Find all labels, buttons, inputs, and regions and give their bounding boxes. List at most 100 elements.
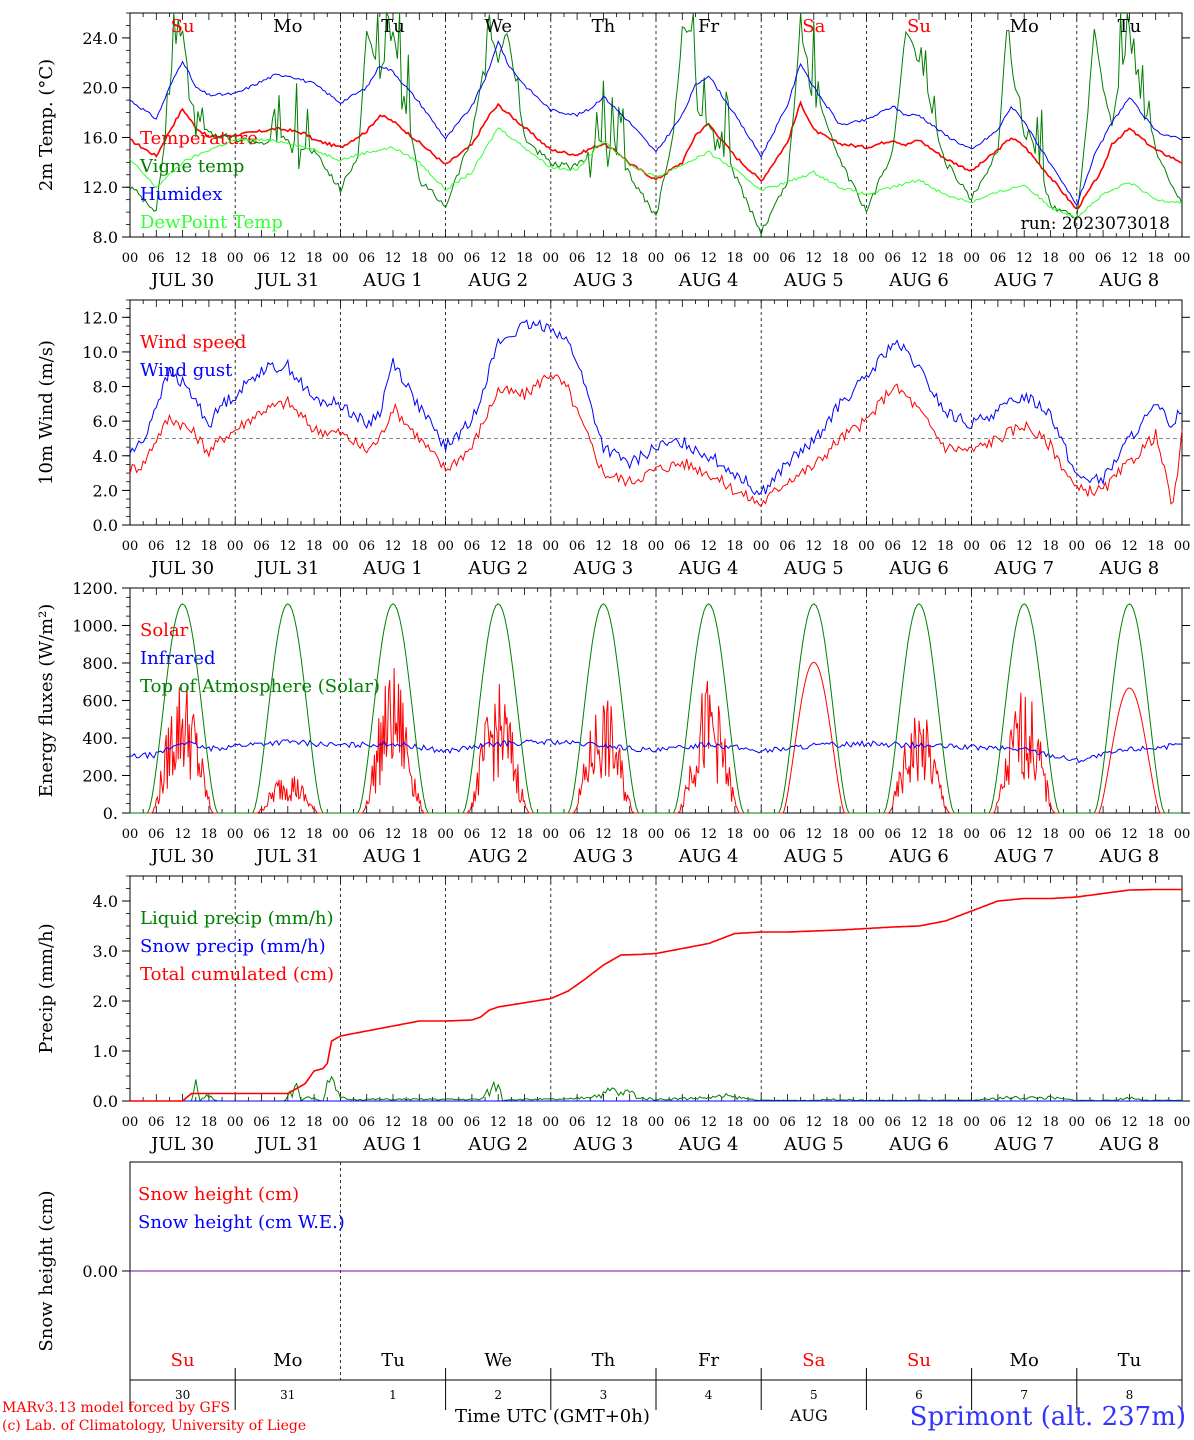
precip-hour-label: 06	[358, 1115, 375, 1130]
temp-weekday-label: We	[484, 16, 512, 37]
energy-hour-label: 00	[1069, 827, 1086, 842]
snow-weekday-label: Mo	[1010, 1350, 1039, 1371]
temp-date-label: AUG 4	[678, 270, 739, 291]
wind-hour-label: 06	[464, 539, 481, 554]
wind-date-label: AUG 2	[467, 558, 528, 579]
wind-hour-label: 00	[858, 539, 875, 554]
temp-hour-label: 18	[937, 251, 954, 266]
wind-hour-label: 00	[1069, 539, 1086, 554]
temp-series-vigne-temp	[129, 11, 1183, 237]
energy-hour-label: 00	[332, 827, 349, 842]
energy-date-label: AUG 7	[993, 846, 1054, 867]
temp-legend-temperature: Temperature	[140, 128, 258, 149]
precip-date-label: JUL 31	[254, 1134, 319, 1155]
temp-hour-label: 06	[779, 251, 796, 266]
snow-day-number: 31	[280, 1388, 295, 1402]
wind-y-tick-label: 0.0	[93, 516, 118, 535]
wind-hour-label: 18	[516, 539, 533, 554]
energy-hour-label: 00	[227, 827, 244, 842]
temp-y-tick-label: 16.0	[82, 128, 118, 147]
wind-hour-label: 18	[201, 539, 218, 554]
wind-hour-label: 06	[884, 539, 901, 554]
energy-y-tick-label: 0.	[103, 804, 118, 823]
energy-date-label: AUG 3	[573, 846, 634, 867]
wind-hour-label: 00	[1174, 539, 1191, 554]
energy-y-tick-label: 400.	[82, 729, 118, 748]
precip-legend-liquid-precip-mm-h: Liquid precip (mm/h)	[140, 908, 334, 929]
temp-weekday-label: Fr	[698, 16, 719, 37]
precip-hour-label: 12	[595, 1115, 612, 1130]
wind-hour-label: 06	[569, 539, 586, 554]
precip-hour-label: 18	[516, 1115, 533, 1130]
energy-hour-label: 06	[1095, 827, 1112, 842]
snow-day-number: 8	[1126, 1388, 1134, 1402]
wind-hour-label: 12	[1121, 539, 1138, 554]
energy-hour-label: 18	[937, 827, 954, 842]
energy-y-tick-label: 1000.	[72, 617, 118, 636]
snow-weekday-label: Tu	[381, 1350, 405, 1371]
energy-hour-label: 00	[543, 827, 560, 842]
precip-hour-label: 00	[437, 1115, 454, 1130]
wind-series-wind-gust	[129, 319, 1183, 496]
wind-hour-label: 18	[727, 539, 744, 554]
wind-hour-label: 06	[148, 539, 165, 554]
energy-date-label: AUG 2	[467, 846, 528, 867]
precip-y-axis-label: Precip (mm/h)	[36, 923, 57, 1053]
precip-date-label: AUG 7	[993, 1134, 1054, 1155]
precip-date-label: AUG 6	[888, 1134, 949, 1155]
energy-hour-label: 00	[858, 827, 875, 842]
temp-weekday-label: Tu	[381, 16, 405, 37]
temp-hour-label: 18	[411, 251, 428, 266]
energy-hour-label: 12	[700, 827, 717, 842]
wind-legend-wind-gust: Wind gust	[140, 360, 233, 381]
temp-y-tick-label: 24.0	[82, 29, 118, 48]
precip-y-tick-label: 3.0	[93, 942, 118, 961]
temp-hour-label: 00	[753, 251, 770, 266]
temp-date-label: AUG 1	[362, 270, 423, 291]
precip-hour-label: 06	[779, 1115, 796, 1130]
temp-hour-label: 06	[358, 251, 375, 266]
energy-legend-infrared: Infrared	[140, 648, 215, 669]
temp-hour-label: 12	[595, 251, 612, 266]
temp-weekday-label: Tu	[1118, 16, 1142, 37]
temp-hour-label: 06	[148, 251, 165, 266]
precip-hour-label: 00	[122, 1115, 139, 1130]
wind-y-tick-label: 6.0	[93, 412, 118, 431]
wind-hour-label: 06	[1095, 539, 1112, 554]
precip-legend-total-cumulated-cm: Total cumulated (cm)	[140, 964, 334, 985]
energy-hour-label: 12	[1016, 827, 1033, 842]
temp-hour-label: 18	[621, 251, 638, 266]
energy-hour-label: 06	[779, 827, 796, 842]
energy-date-label: AUG 4	[678, 846, 739, 867]
energy-hour-label: 06	[884, 827, 901, 842]
snow-day-number: 30	[175, 1388, 190, 1402]
temp-legend-dewpoint-temp: DewPoint Temp	[140, 212, 283, 233]
temp-hour-label: 00	[963, 251, 980, 266]
temp-series-temperature	[129, 100, 1183, 210]
temp-hour-label: 00	[332, 251, 349, 266]
snow-weekday-label: Th	[592, 1350, 616, 1371]
wind-hour-label: 06	[990, 539, 1007, 554]
energy-hour-label: 12	[174, 827, 191, 842]
energy-series-infrared	[130, 739, 1183, 764]
wind-date-label: AUG 4	[678, 558, 739, 579]
wind-hour-label: 18	[306, 539, 323, 554]
energy-hour-label: 12	[911, 827, 928, 842]
wind-hour-label: 00	[963, 539, 980, 554]
precip-hour-label: 18	[201, 1115, 218, 1130]
snow-day-number: 7	[1020, 1388, 1028, 1402]
wind-hour-label: 12	[700, 539, 717, 554]
temp-hour-label: 12	[174, 251, 191, 266]
snow-weekday-label: Fr	[698, 1350, 719, 1371]
temp-hour-label: 18	[516, 251, 533, 266]
precip-hour-label: 06	[990, 1115, 1007, 1130]
energy-hour-label: 00	[122, 827, 139, 842]
wind-date-label: AUG 1	[362, 558, 423, 579]
precip-y-tick-label: 4.0	[93, 892, 118, 911]
energy-y-tick-label: 600.	[82, 692, 118, 711]
wind-hour-label: 06	[779, 539, 796, 554]
snow-weekday-label: Sa	[802, 1350, 825, 1371]
precip-hour-label: 06	[148, 1115, 165, 1130]
temp-hour-label: 06	[990, 251, 1007, 266]
wind-date-label: AUG 8	[1099, 558, 1160, 579]
